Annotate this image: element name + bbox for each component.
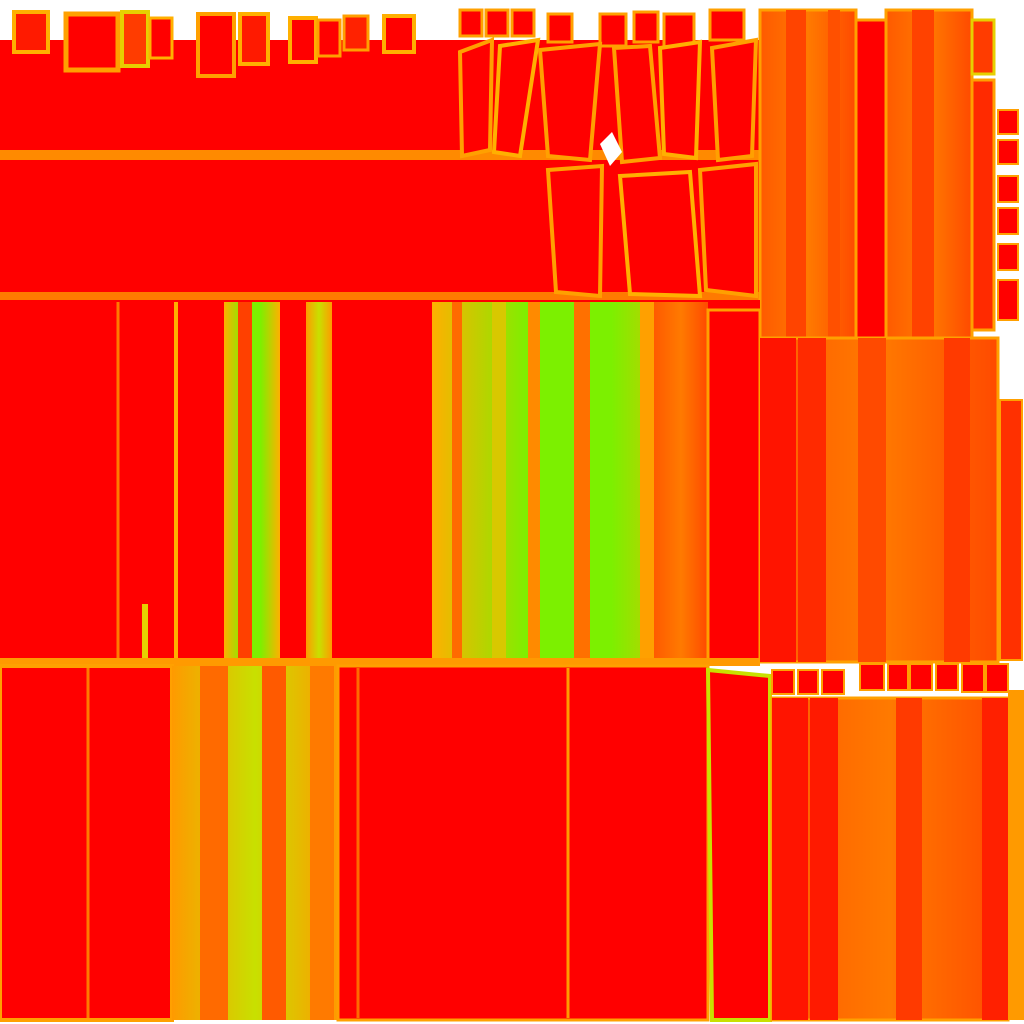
middle-band — [0, 300, 762, 666]
top-right-panels — [758, 8, 1019, 340]
right-middle-panels — [758, 336, 1023, 664]
bottom-band — [0, 664, 772, 1022]
top-band-islands — [0, 8, 760, 302]
bottom-right-panels — [770, 663, 1024, 1022]
